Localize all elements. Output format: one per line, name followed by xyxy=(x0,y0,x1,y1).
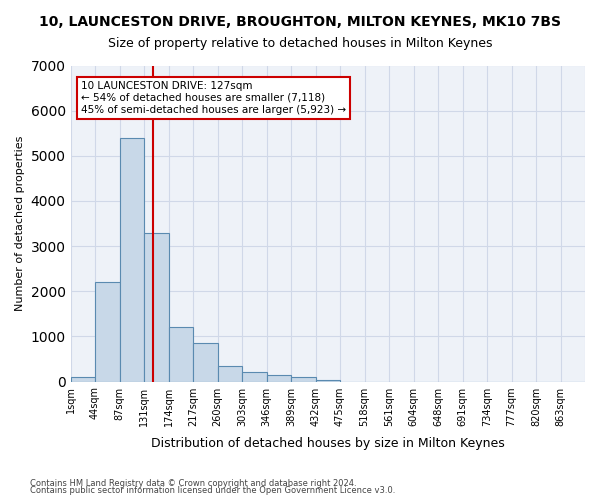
Text: Contains HM Land Registry data © Crown copyright and database right 2024.: Contains HM Land Registry data © Crown c… xyxy=(30,478,356,488)
Bar xyxy=(242,372,266,382)
Bar xyxy=(119,138,144,382)
Bar xyxy=(95,282,119,382)
Text: 10 LAUNCESTON DRIVE: 127sqm
← 54% of detached houses are smaller (7,118)
45% of : 10 LAUNCESTON DRIVE: 127sqm ← 54% of det… xyxy=(81,82,346,114)
Bar xyxy=(193,343,218,382)
Bar xyxy=(218,366,242,382)
Text: Contains public sector information licensed under the Open Government Licence v3: Contains public sector information licen… xyxy=(30,486,395,495)
Bar xyxy=(169,328,193,382)
X-axis label: Distribution of detached houses by size in Milton Keynes: Distribution of detached houses by size … xyxy=(151,437,505,450)
Bar xyxy=(71,377,95,382)
Bar xyxy=(144,232,169,382)
Bar xyxy=(266,375,291,382)
Bar xyxy=(291,377,316,382)
Y-axis label: Number of detached properties: Number of detached properties xyxy=(15,136,25,311)
Text: 10, LAUNCESTON DRIVE, BROUGHTON, MILTON KEYNES, MK10 7BS: 10, LAUNCESTON DRIVE, BROUGHTON, MILTON … xyxy=(39,15,561,29)
Bar xyxy=(316,380,340,382)
Text: Size of property relative to detached houses in Milton Keynes: Size of property relative to detached ho… xyxy=(108,38,492,51)
